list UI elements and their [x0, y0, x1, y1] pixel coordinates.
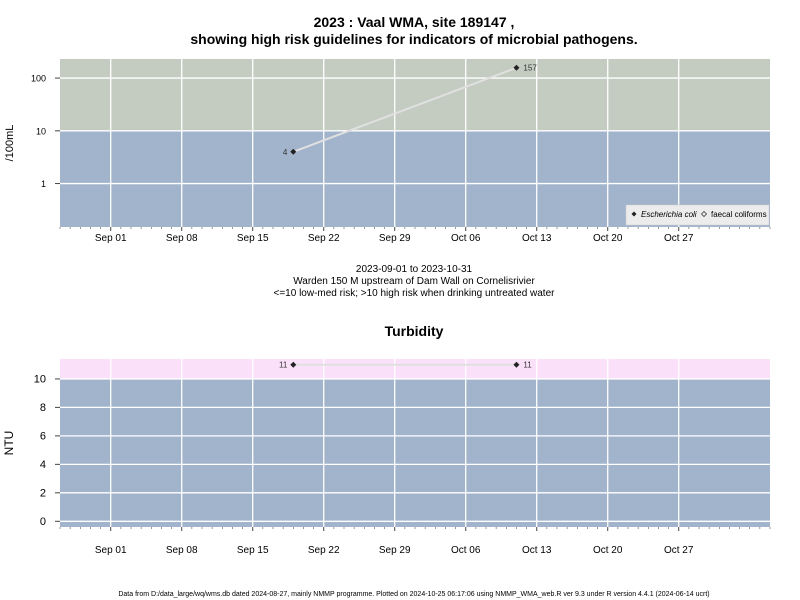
chart-title-line1: 2023 : Vaal WMA, site 189147 ,: [314, 14, 515, 30]
y-tick-label: 10: [36, 126, 46, 136]
data-point: [290, 148, 297, 155]
microbial-high-risk-band: [60, 59, 770, 131]
turbidity-y-axis-label: NTU: [2, 431, 16, 456]
legend-ecoli-label: Escherichia coli: [641, 210, 697, 219]
x-tick-label: Sep 01: [95, 233, 127, 244]
turbidity-grid: [60, 359, 770, 532]
date-range-text: 2023-09-01 to 2023-10-31: [356, 264, 473, 275]
y-tick-label: 1: [41, 179, 46, 189]
turbidity-low-band: [60, 378, 770, 527]
data-label: 11: [523, 361, 532, 370]
series-line: [292, 66, 517, 153]
x-tick-label: Sep 29: [379, 233, 411, 244]
chart-title-line2: showing high risk guidelines for indicat…: [190, 31, 637, 47]
microbial-grid: [60, 59, 770, 232]
x-tick-label: Sep 08: [166, 233, 198, 244]
microbial-y-axis: 1 10 100: [31, 74, 60, 189]
y-tick-label: 10: [34, 373, 46, 385]
x-tick-label: Oct 06: [451, 545, 481, 556]
data-point: [513, 64, 520, 71]
x-tick-label: Oct 06: [451, 233, 481, 244]
legend-faecal-label: faecal coliforms: [711, 210, 767, 219]
x-tick-label: Sep 22: [308, 545, 340, 556]
data-point: [290, 361, 297, 368]
microbial-panel: 1 10 100 Sep 01 Sep 08 Sep 15 Sep 22 Sep 29 Oct…: [4, 59, 771, 244]
turbidity-title: Turbidity: [385, 323, 444, 339]
turbidity-y-axis: 0 2 4 6 8 10: [34, 373, 60, 528]
x-tick-label: Sep 22: [308, 233, 340, 244]
x-tick-label: Oct 20: [593, 545, 623, 556]
y-tick-label: 8: [40, 402, 46, 414]
x-tick-label: Sep 08: [166, 545, 198, 556]
y-tick-label: 2: [40, 487, 46, 499]
x-tick-label: Sep 15: [237, 233, 269, 244]
y-tick-label: 0: [40, 516, 46, 528]
microbial-x-axis: Sep 01 Sep 08 Sep 15 Sep 22 Sep 29 Oct 06 Oct …: [59, 227, 771, 244]
x-tick-label: Oct 13: [522, 545, 552, 556]
microbial-series: 4 157: [283, 64, 537, 157]
y-tick-label: 100: [31, 74, 46, 84]
y-tick-label: 6: [40, 430, 46, 442]
turbidity-high-band: [60, 359, 770, 379]
microbial-legend: Escherichia coli faecal coliforms: [625, 204, 770, 226]
legend-box: [625, 204, 770, 226]
x-tick-label: Sep 29: [379, 545, 411, 556]
data-label: 4: [283, 148, 288, 157]
footer-note: Data from D:/data_large/wq/wms.db dated …: [118, 591, 709, 598]
legend-ecoli-marker: [631, 211, 637, 217]
microbial-y-axis-label: /100mL: [4, 125, 16, 162]
data-label: 11: [279, 361, 288, 370]
turbidity-x-axis: Sep 01 Sep 08 Sep 15 Sep 22 Sep 29 Oct 06 Oct …: [59, 527, 771, 556]
data-label: 157: [523, 64, 537, 73]
legend-faecal-marker: [701, 211, 707, 217]
y-tick-label: 4: [40, 459, 46, 471]
x-tick-label: Oct 13: [522, 233, 552, 244]
risk-note-text: <=10 low-med risk; >10 high risk when dr…: [274, 288, 556, 299]
x-tick-label: Oct 27: [664, 545, 694, 556]
site-description-text: Warden 150 M upstream of Dam Wall on Cor…: [293, 276, 535, 287]
turbidity-series: 11 11: [279, 361, 532, 370]
data-point: [513, 361, 520, 368]
x-tick-label: Oct 27: [664, 233, 694, 244]
x-tick-label: Oct 20: [593, 233, 623, 244]
x-tick-label: Sep 15: [237, 545, 269, 556]
x-tick-label: Sep 01: [95, 545, 127, 556]
